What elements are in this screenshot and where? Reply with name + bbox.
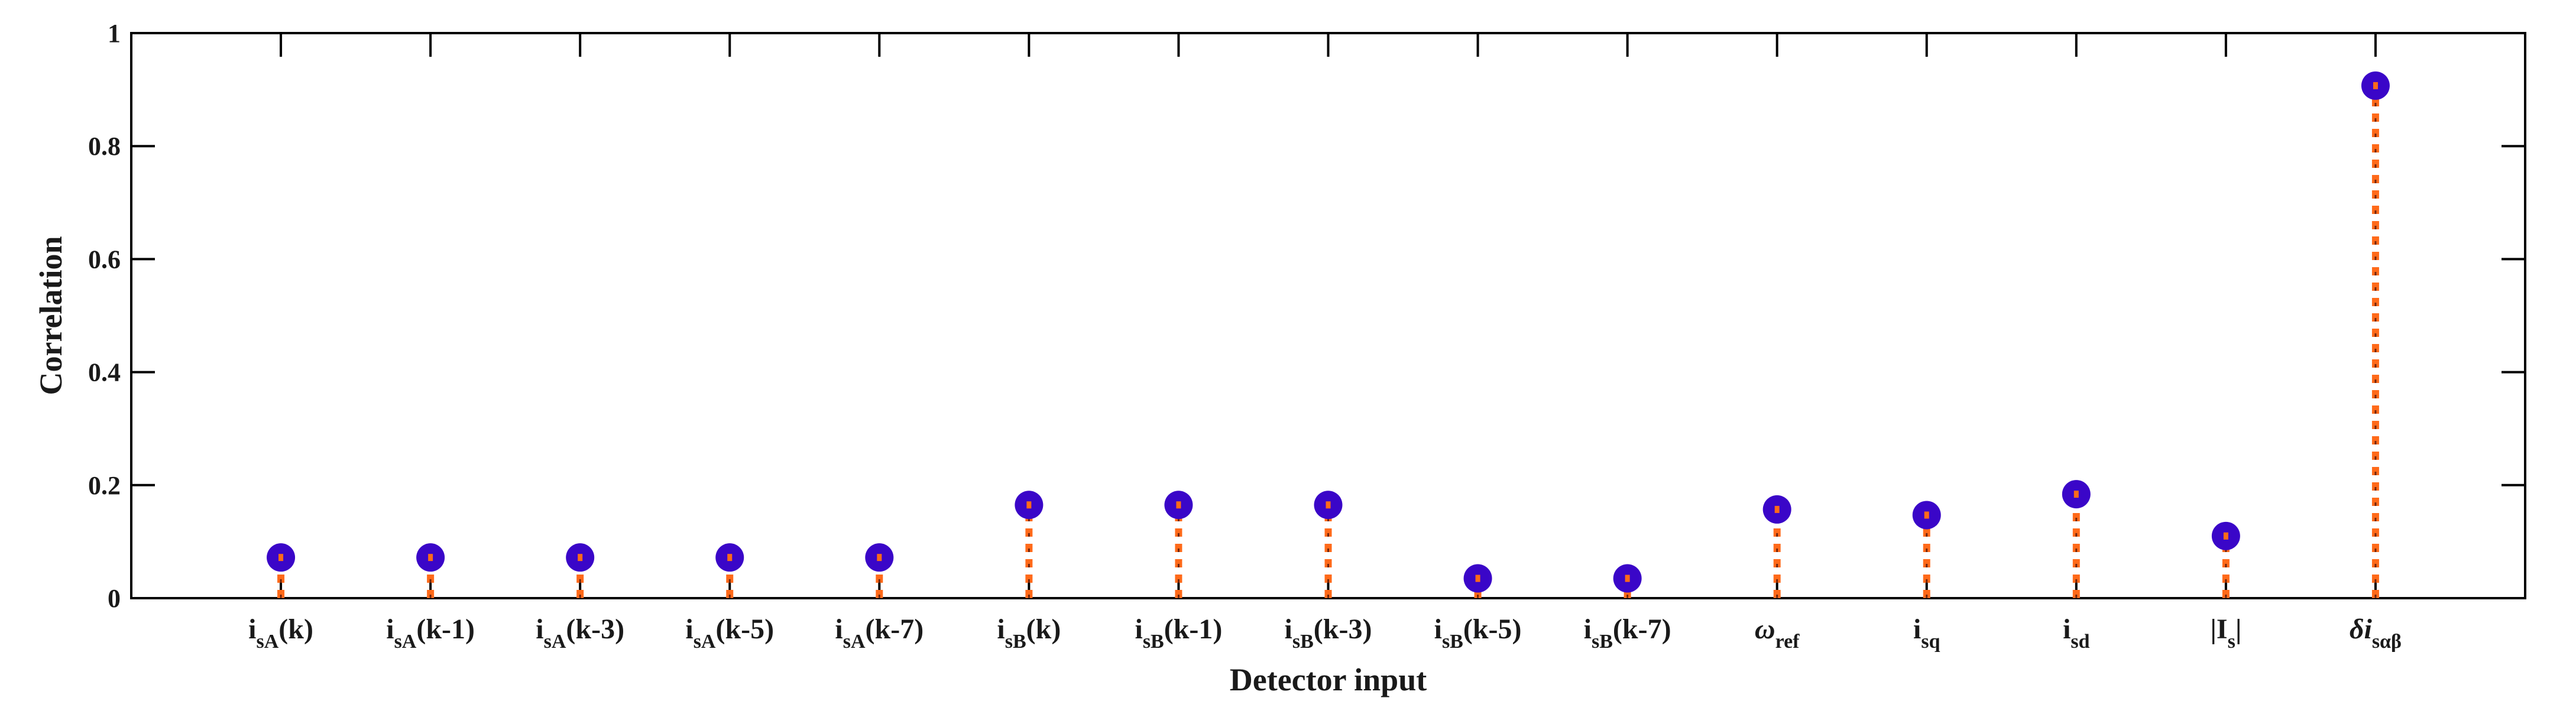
x-category-label: isB(k-1) xyxy=(1135,614,1222,653)
x-category-base: i xyxy=(2063,614,2070,645)
x-category-subscript: ref xyxy=(1775,631,1800,653)
x-category-subscript: sA xyxy=(544,631,566,653)
stem-marker-center xyxy=(278,554,284,562)
stem-marker-center xyxy=(1774,505,1780,513)
x-category-suffix: (k-7) xyxy=(866,614,924,645)
x-category-label: isA(k-3) xyxy=(536,614,624,653)
x-category-label: isq xyxy=(1913,614,1940,653)
x-category-suffix: (k-3) xyxy=(1314,614,1372,645)
stem-marker-center xyxy=(727,554,733,562)
x-category-base: i xyxy=(997,614,1005,645)
x-category-label: |Is| xyxy=(2210,614,2241,653)
x-category-label: isB(k-7) xyxy=(1584,614,1671,653)
x-category-subscript: sB xyxy=(1442,631,1463,653)
x-category-base: i xyxy=(685,614,693,645)
x-category-label: δisαβ xyxy=(2350,614,2402,653)
stem-marker-center xyxy=(578,554,583,562)
x-category-suffix: (k-1) xyxy=(416,614,475,645)
x-category-subscript: sB xyxy=(1292,631,1314,653)
x-category-subscript: sd xyxy=(2070,631,2089,653)
y-tick-label: 1 xyxy=(108,19,121,48)
x-category-label: isd xyxy=(2063,614,2090,653)
x-category-label: isB(k) xyxy=(997,614,1061,653)
stem-marker-center xyxy=(428,554,433,562)
x-category-base: i xyxy=(1584,614,1592,645)
stem-marker-center xyxy=(877,554,882,562)
x-category-label: isA(k-5) xyxy=(685,614,774,653)
y-tick-label: 0.4 xyxy=(88,358,121,387)
x-category-suffix: (k-5) xyxy=(1463,614,1522,645)
x-category-suffix: (k-7) xyxy=(1613,614,1671,645)
stem-marker-center xyxy=(2223,532,2228,540)
x-category-subscript: sq xyxy=(1921,631,1940,653)
x-category-suffix: (k) xyxy=(278,614,313,645)
x-category-suffix: (k) xyxy=(1026,614,1061,645)
x-category-subscript: sA xyxy=(694,631,716,653)
x-category-base: |I xyxy=(2210,614,2227,645)
x-category-label: isA(k-1) xyxy=(386,614,475,653)
x-category-subscript: sA xyxy=(257,631,279,653)
stem-marker-center xyxy=(1026,501,1032,509)
x-category-suffix: (k-3) xyxy=(566,614,624,645)
x-category-subscript: s xyxy=(2228,631,2235,653)
x-category-label: isB(k-3) xyxy=(1285,614,1372,653)
x-category-label: ωref xyxy=(1755,614,1800,653)
stem-marker-center xyxy=(1326,501,1331,509)
y-tick-label: 0.6 xyxy=(88,245,121,274)
y-axis-title: Correlation xyxy=(33,236,69,395)
x-category-base: i xyxy=(835,614,843,645)
x-category-subscript: sA xyxy=(394,631,417,653)
x-category-label: isB(k-5) xyxy=(1434,614,1522,653)
x-category-base: δi xyxy=(2350,614,2373,645)
x-category-base: i xyxy=(536,614,543,645)
stem-marker-center xyxy=(2073,491,2079,498)
x-category-label: isA(k) xyxy=(248,614,313,653)
x-category-subscript: sA xyxy=(843,631,866,653)
x-category-base: i xyxy=(1434,614,1442,645)
stem-marker-center xyxy=(1625,575,1630,582)
x-category-suffix: (k-5) xyxy=(715,614,774,645)
x-category-base: i xyxy=(386,614,394,645)
x-category-base: i xyxy=(1913,614,1921,645)
y-tick-label: 0 xyxy=(108,584,121,613)
x-category-suffix: | xyxy=(2235,614,2242,645)
stem-marker-center xyxy=(1924,511,1929,519)
x-category-base: i xyxy=(248,614,256,645)
y-tick-label: 0.8 xyxy=(88,132,121,161)
x-category-base: i xyxy=(1285,614,1292,645)
y-tick-label: 0.2 xyxy=(88,471,121,500)
x-category-subscript: sB xyxy=(1143,631,1164,653)
stem-marker-center xyxy=(1176,501,1181,509)
stem-marker-center xyxy=(2373,82,2378,89)
x-category-base: ω xyxy=(1755,614,1775,645)
x-category-subscript: sB xyxy=(1592,631,1613,653)
x-category-base: i xyxy=(1135,614,1142,645)
x-category-suffix: (k-1) xyxy=(1164,614,1223,645)
x-category-subscript: sB xyxy=(1005,631,1026,653)
stem-marker-center xyxy=(1475,575,1480,582)
x-category-label: isA(k-7) xyxy=(835,614,924,653)
x-category-subscript: sαβ xyxy=(2372,631,2402,653)
x-axis-title: Detector input xyxy=(1230,662,1427,697)
